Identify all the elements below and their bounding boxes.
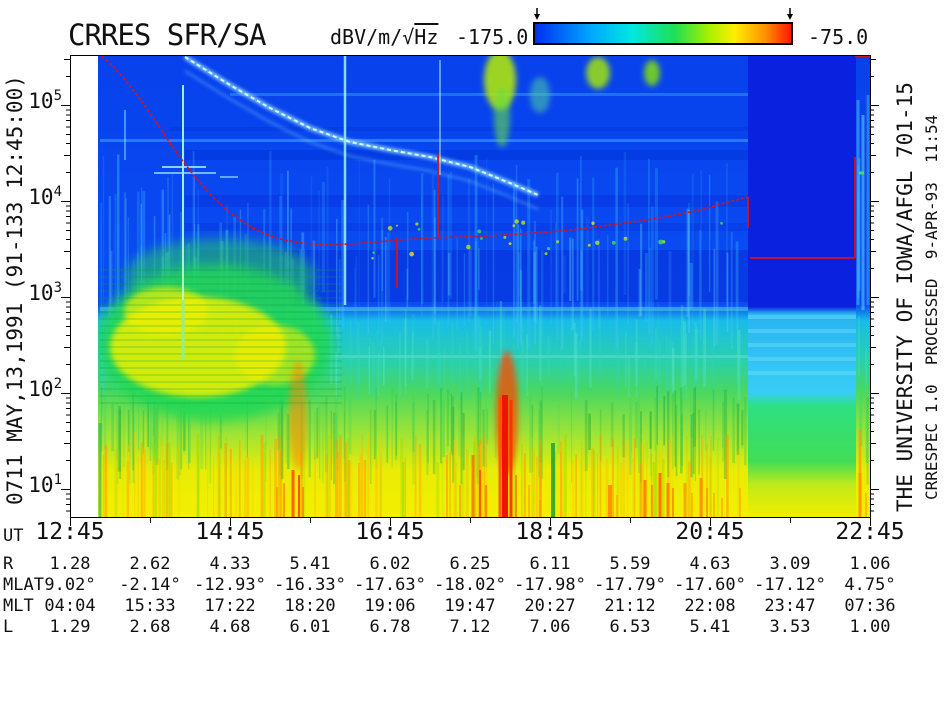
- right-institution-label: THE UNIVERSITY OF IOWA/AFGL 701-15: [893, 82, 917, 512]
- right-processing-label: CRRESPEC 1.0 PROCESSED 9-APR-93 11:54: [922, 114, 941, 500]
- table-cell: 21:12: [604, 596, 656, 616]
- table-cell: 20:27: [524, 596, 576, 616]
- table-row-label: R: [3, 554, 14, 574]
- table-cell: 22:08: [684, 596, 736, 616]
- table-cell: 23:47: [764, 596, 816, 616]
- table-cell: -12.93°: [194, 575, 266, 595]
- table-cell: -17.63°: [354, 575, 426, 595]
- x-axis-tick-label: 18:45: [515, 519, 585, 545]
- table-cell: 17:22: [204, 596, 256, 616]
- table-cell: 6.02: [369, 554, 411, 574]
- table-cell: 9.02°: [44, 575, 96, 595]
- table-cell: 3.53: [769, 617, 811, 637]
- table-cell: 19:06: [364, 596, 416, 616]
- colorbar-min-label: -175.0: [456, 25, 529, 49]
- table-row-label: MLT: [3, 596, 34, 616]
- table-cell: 1.00: [849, 617, 891, 637]
- table-cell: 1.29: [49, 617, 91, 637]
- y-axis-tick-label: 105: [28, 88, 62, 113]
- table-cell: 15:33: [124, 596, 176, 616]
- colorbar-units-label: dBV/m/√Hz: [330, 25, 439, 49]
- table-cell: -16.33°: [274, 575, 346, 595]
- table-cell: -17.12°: [754, 575, 826, 595]
- table-cell: 18:20: [284, 596, 336, 616]
- page-title: CRRES SFR/SA: [68, 18, 267, 52]
- y-axis-tick-label: 102: [28, 376, 62, 401]
- table-cell: 4.75°: [844, 575, 896, 595]
- table-cell: -17.79°: [594, 575, 666, 595]
- y-axis-tick-label: 104: [28, 184, 62, 209]
- table-cell: -17.60°: [674, 575, 746, 595]
- table-cell: 6.01: [289, 617, 331, 637]
- table-cell: 3.09: [769, 554, 811, 574]
- table-cell: 07:36: [844, 596, 896, 616]
- table-cell: 04:04: [44, 596, 96, 616]
- table-cell: 6.11: [529, 554, 571, 574]
- table-cell: 4.63: [689, 554, 731, 574]
- table-cell: 5.59: [609, 554, 651, 574]
- radical-sign: √: [402, 25, 415, 49]
- table-cell: 5.41: [689, 617, 731, 637]
- y-axis-tick-label: 103: [28, 280, 62, 305]
- table-cell: 1.28: [49, 554, 91, 574]
- table-cell: 6.53: [609, 617, 651, 637]
- table-row-label: L: [3, 617, 14, 637]
- x-axis-tick-label: 12:45: [35, 519, 105, 545]
- colorbar: [533, 22, 793, 45]
- x-axis-tick-label: 14:45: [195, 519, 265, 545]
- x-axis-tick-label: 16:45: [355, 519, 425, 545]
- x-axis-tick-label: 20:45: [675, 519, 745, 545]
- table-cell: 4.33: [209, 554, 251, 574]
- table-cell: -18.02°: [434, 575, 506, 595]
- table-cell: -2.14°: [119, 575, 181, 595]
- colorbar-max-label: -75.0: [808, 25, 869, 49]
- table-cell: 2.62: [129, 554, 171, 574]
- x-axis-title: UT: [3, 526, 24, 546]
- spectrogram-figure: [61, 8, 879, 526]
- table-cell: 1.06: [849, 554, 891, 574]
- table-cell: 2.68: [129, 617, 171, 637]
- table-cell: 6.25: [449, 554, 491, 574]
- colorbar-range-arrow-icon: [534, 8, 540, 20]
- colorbar-range-arrow-icon: [787, 8, 793, 20]
- x-axis-tick-label: 22:45: [835, 519, 905, 545]
- table-row-label: MLAT: [3, 575, 44, 595]
- table-cell: -17.98°: [514, 575, 586, 595]
- table-cell: 4.68: [209, 617, 251, 637]
- table-cell: 19:47: [444, 596, 496, 616]
- table-cell: 7.12: [449, 617, 491, 637]
- table-cell: 6.78: [369, 617, 411, 637]
- table-cell: 5.41: [289, 554, 331, 574]
- table-cell: 7.06: [529, 617, 571, 637]
- y-axis-tick-label: 101: [28, 472, 62, 497]
